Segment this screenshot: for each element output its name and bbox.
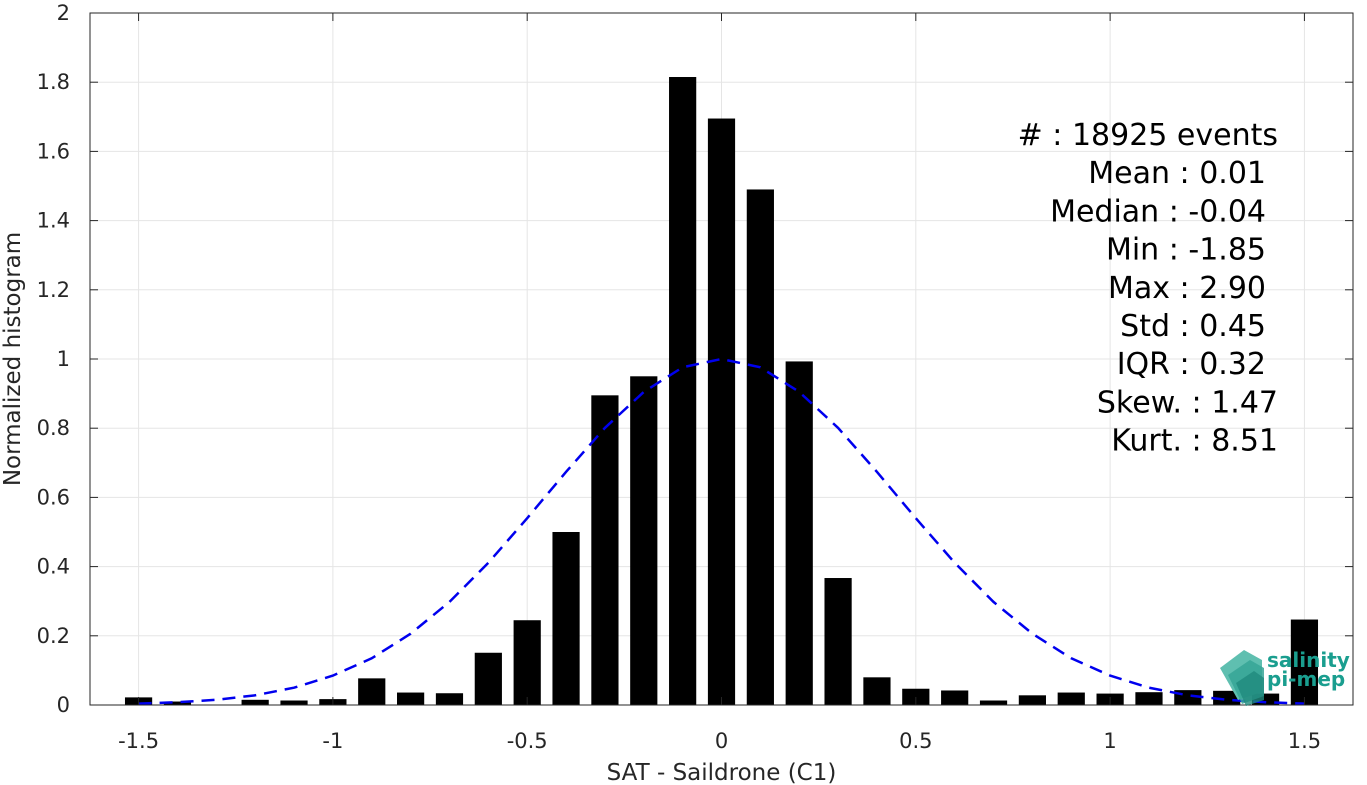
y-axis-label: Normalized histogram bbox=[0, 232, 26, 486]
x-tick-label: -1 bbox=[322, 729, 343, 753]
stat-line: Max : 2.90 bbox=[1108, 271, 1266, 306]
stat-line: Mean : 0.01 bbox=[1088, 156, 1266, 191]
y-tick-label: 1.4 bbox=[37, 209, 70, 233]
histogram-bar bbox=[552, 532, 580, 705]
stat-line: IQR : 0.32 bbox=[1117, 347, 1266, 382]
y-tick-label: 1.6 bbox=[37, 139, 70, 163]
histogram-bar bbox=[513, 620, 541, 705]
x-tick-label: 0 bbox=[715, 729, 728, 753]
histogram-bar bbox=[707, 118, 736, 705]
histogram-bar bbox=[591, 395, 619, 705]
histogram-bar bbox=[474, 652, 502, 705]
salinity-pimep-logo: salinity pi-mep bbox=[1220, 648, 1350, 706]
histogram-bar bbox=[979, 700, 1008, 705]
x-tick-label: 1 bbox=[1103, 729, 1116, 753]
histogram-bar bbox=[669, 77, 697, 705]
y-tick-label: 0.8 bbox=[37, 416, 70, 440]
histogram-bar bbox=[746, 189, 774, 705]
stat-line: Min : -1.85 bbox=[1106, 233, 1266, 268]
histogram-bar bbox=[785, 361, 813, 705]
y-tick-label: 0.2 bbox=[37, 624, 70, 648]
histogram-bar bbox=[163, 701, 192, 705]
y-tick-label: 1 bbox=[57, 347, 70, 371]
stat-line: Std : 0.45 bbox=[1120, 309, 1266, 344]
normal-fit-curve bbox=[138, 357, 1305, 705]
histogram-bar bbox=[1018, 695, 1046, 705]
x-tick-label: 1.5 bbox=[1288, 729, 1321, 753]
histogram-bar bbox=[435, 693, 464, 705]
axis-ticks bbox=[90, 12, 1353, 706]
x-tick-label: -0.5 bbox=[507, 729, 548, 753]
histogram-bar bbox=[824, 578, 852, 705]
histogram-bar bbox=[241, 699, 269, 705]
logo-text-line2: pi-mep bbox=[1267, 667, 1345, 691]
y-tick-label: 0.4 bbox=[37, 555, 70, 579]
logo-text-line1: salinity bbox=[1267, 648, 1350, 672]
stat-line: # : 18925 events bbox=[1018, 118, 1278, 153]
y-tick-labels: 0 0.2 0.4 0.6 0.8 1 1.2 1.4 1.6 1.8 2 bbox=[37, 1, 70, 717]
histogram-bar bbox=[1135, 692, 1163, 705]
histogram-bar bbox=[397, 692, 425, 705]
x-tick-labels: -1.5 -1 -0.5 0 0.5 1 1.5 bbox=[118, 729, 1321, 753]
histogram-bars bbox=[124, 77, 1319, 705]
y-tick-label: 2 bbox=[57, 1, 70, 25]
x-tick-label: 0.5 bbox=[899, 729, 932, 753]
x-axis-label: SAT - Saildrone (C1) bbox=[607, 760, 837, 785]
y-tick-label: 1.2 bbox=[37, 278, 70, 302]
histogram-bar bbox=[1251, 693, 1280, 705]
histogram-bar bbox=[1057, 692, 1085, 705]
histogram-bar bbox=[941, 690, 969, 705]
histogram-bar bbox=[280, 700, 308, 705]
histogram-bar bbox=[902, 688, 930, 705]
stat-line: Kurt. : 8.51 bbox=[1111, 424, 1278, 459]
histogram-bar bbox=[1290, 619, 1319, 705]
x-tick-label: -1.5 bbox=[118, 729, 159, 753]
stat-line: Median : -0.04 bbox=[1050, 194, 1266, 229]
y-tick-label: 0 bbox=[57, 693, 70, 717]
histogram-bar bbox=[630, 376, 658, 705]
y-tick-label: 0.6 bbox=[37, 485, 70, 509]
histogram-bar bbox=[863, 677, 891, 705]
histogram-bar bbox=[358, 678, 386, 705]
stat-line: Skew. : 1.47 bbox=[1097, 385, 1278, 420]
y-tick-label: 1.8 bbox=[37, 70, 70, 94]
logo-icon bbox=[1220, 650, 1264, 706]
